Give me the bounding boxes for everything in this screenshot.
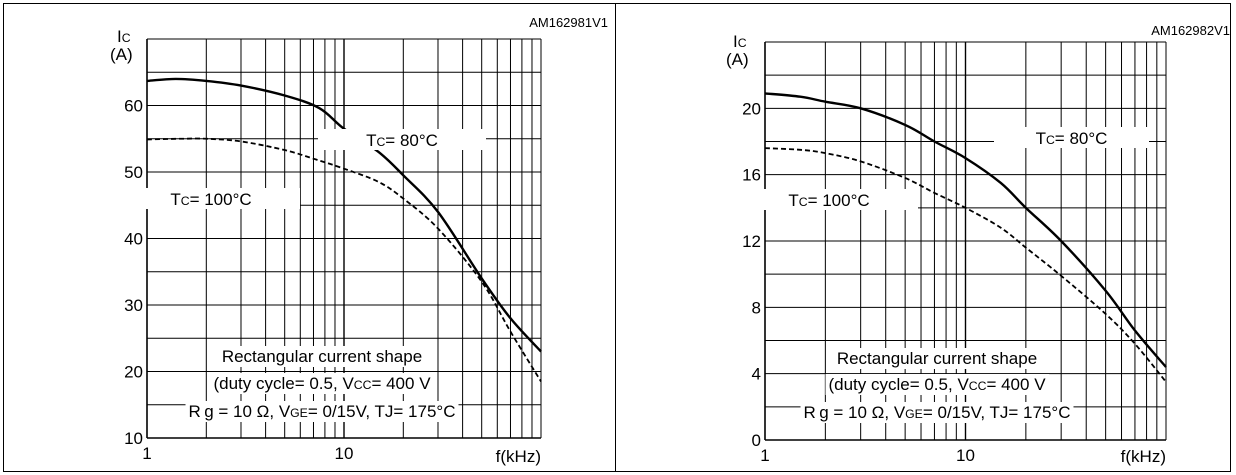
x-axis-label: f(kHz) — [496, 447, 541, 466]
annotation-line-3: R g = 10 Ω, VGE= 0/15V, TJ= 175°C — [804, 403, 1071, 422]
x-tick-label: 1 — [760, 446, 769, 465]
x-tick-label: 1 — [142, 444, 151, 463]
y-axis-label: IC — [733, 32, 747, 51]
y-tick-label: 16 — [742, 166, 761, 185]
annotation-line-1: Rectangular current shape — [222, 347, 422, 366]
y-tick-label: 0 — [752, 431, 761, 450]
annotation-bg — [185, 401, 459, 422]
annotation-bg — [833, 348, 1041, 369]
series-line-tc-80 — [764, 92, 1167, 368]
y-tick-label: 60 — [124, 97, 143, 116]
series-label-tc-100: TC= 100°C — [170, 190, 251, 209]
y-tick-label: 20 — [742, 99, 761, 118]
annotation-bg — [218, 346, 426, 367]
annotation-bg — [800, 402, 1074, 423]
series-label-tc-80: TC= 80°C — [366, 131, 438, 150]
annotation-line-3: R g = 10 Ω, VGE= 0/15V, TJ= 175°C — [189, 402, 456, 421]
chart-panel-2: 0 4 8 12 16 20 1 10 f(kHz) IC(A) AM162982V1 TC= 80°… — [726, 23, 1230, 466]
annotation-line-2: (duty cycle= 0.5, VCC= 400 V — [828, 375, 1046, 394]
annotation-line-2: (duty cycle= 0.5, VCC= 400 V — [213, 374, 431, 393]
series-label-tc-80-bg — [318, 129, 486, 150]
y-axis-label: IC — [117, 27, 131, 46]
annotation-bg — [825, 374, 1050, 395]
y-tick-label: 10 — [124, 429, 143, 448]
annotation-bg — [210, 373, 435, 394]
y-tick-label: 20 — [124, 363, 143, 382]
figure-id: AM162981V1 — [529, 15, 608, 30]
series-line-tc-80 — [146, 77, 542, 353]
series-label-tc-100-bg — [740, 189, 918, 210]
series-line-tc-100 — [146, 137, 542, 382]
series-label-tc-80: TC= 80°C — [1036, 129, 1108, 148]
series-label-tc-100: TC= 100°C — [788, 191, 869, 210]
y-axis-unit: (A) — [726, 50, 749, 69]
y-tick-label: 8 — [752, 298, 761, 317]
y-tick-label: 30 — [124, 296, 143, 315]
series-line-tc-100 — [764, 147, 1167, 383]
series-label-tc-100-bg — [122, 188, 300, 209]
y-tick-label: 50 — [124, 163, 143, 182]
annotation-line-1: Rectangular current shape — [837, 349, 1037, 368]
x-tick-label: 10 — [956, 446, 975, 465]
x-tick-label: 10 — [335, 444, 354, 463]
panel-divider — [615, 3, 616, 472]
y-tick-label: 40 — [124, 230, 143, 249]
figure-frame — [3, 3, 1231, 472]
series-label-tc-80-bg — [994, 127, 1149, 148]
y-tick-label: 12 — [742, 232, 761, 251]
x-axis-label: f(kHz) — [1121, 447, 1166, 466]
figure-id: AM162982V1 — [1151, 23, 1230, 38]
y-axis-unit: (A) — [110, 45, 133, 64]
y-tick-label: 4 — [752, 365, 761, 384]
